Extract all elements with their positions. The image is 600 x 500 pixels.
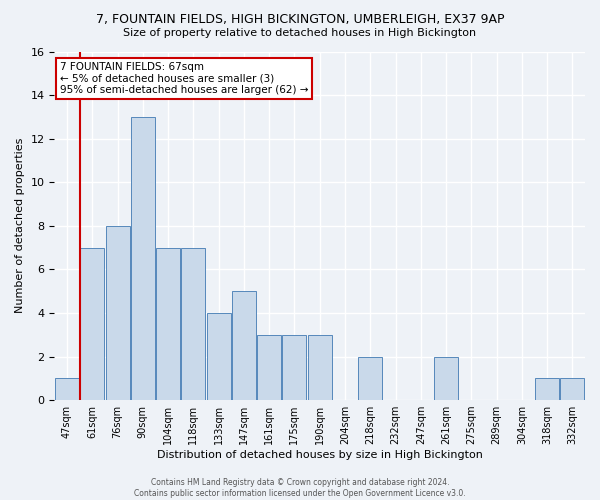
Y-axis label: Number of detached properties: Number of detached properties: [15, 138, 25, 314]
Bar: [106, 226, 130, 400]
Bar: [283, 334, 307, 400]
Text: Contains HM Land Registry data © Crown copyright and database right 2024.
Contai: Contains HM Land Registry data © Crown c…: [134, 478, 466, 498]
Bar: [308, 334, 332, 400]
Bar: [358, 356, 382, 400]
Bar: [55, 378, 79, 400]
Text: 7 FOUNTAIN FIELDS: 67sqm
← 5% of detached houses are smaller (3)
95% of semi-det: 7 FOUNTAIN FIELDS: 67sqm ← 5% of detache…: [60, 62, 308, 95]
Bar: [80, 248, 104, 400]
Bar: [131, 117, 155, 400]
Bar: [206, 313, 230, 400]
Bar: [434, 356, 458, 400]
Bar: [156, 248, 180, 400]
Bar: [232, 291, 256, 400]
Bar: [560, 378, 584, 400]
Bar: [257, 334, 281, 400]
Text: 7, FOUNTAIN FIELDS, HIGH BICKINGTON, UMBERLEIGH, EX37 9AP: 7, FOUNTAIN FIELDS, HIGH BICKINGTON, UMB…: [96, 12, 504, 26]
Text: Size of property relative to detached houses in High Bickington: Size of property relative to detached ho…: [124, 28, 476, 38]
Bar: [535, 378, 559, 400]
X-axis label: Distribution of detached houses by size in High Bickington: Distribution of detached houses by size …: [157, 450, 482, 460]
Bar: [181, 248, 205, 400]
